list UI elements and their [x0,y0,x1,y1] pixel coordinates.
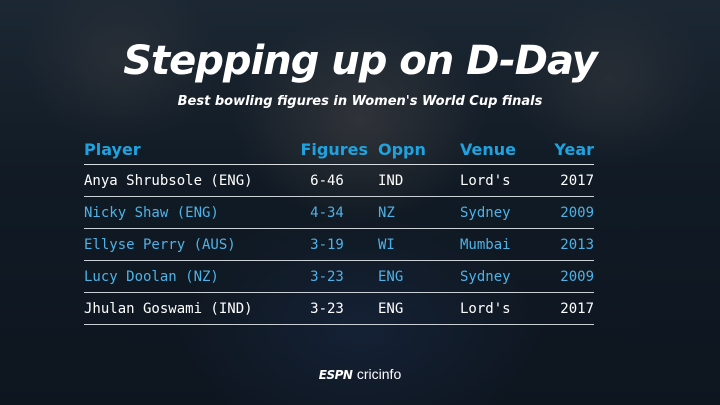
venue-cell: Sydney [460,260,548,293]
figures-cell: 3-23 [284,260,378,293]
column-header-player: Player [84,134,284,165]
table-row: Lucy Doolan (NZ) 3-23 ENG Sydney 2009 [84,260,594,293]
column-header-venue: Venue [460,134,548,165]
player-cell: Lucy Doolan (NZ) [84,260,284,293]
column-header-year: Year [548,134,594,165]
player-cell: Ellyse Perry (AUS) [84,228,284,261]
table-body: Anya Shrubsole (ENG) 6-46 IND Lord's 2017 Nic… [84,164,594,325]
oppn-cell: ENG [378,292,460,325]
player-cell: Nicky Shaw (ENG) [84,196,284,229]
table-header-row: Player Figures Oppn Venue Year [84,134,594,165]
year-cell: 2009 [548,260,594,293]
figures-cell: 3-19 [284,228,378,261]
oppn-cell: IND [378,164,460,197]
espncricinfo-logo: ESPN cricinfo [0,366,720,383]
cricinfo-wordmark: cricinfo [356,366,402,382]
table-row: Jhulan Goswami (IND) 3-23 ENG Lord's 2017 [84,292,594,325]
figures-cell: 4-34 [284,196,378,229]
figures-cell: 6-46 [284,164,378,197]
venue-cell: Sydney [460,196,548,229]
venue-cell: Lord's [460,164,548,197]
oppn-cell: ENG [378,260,460,293]
graphic-title: Stepping up on D-Day [123,38,598,84]
table-row: Ellyse Perry (AUS) 3-19 WI Mumbai 2013 [84,228,594,261]
venue-cell: Lord's [460,292,548,325]
column-header-oppn: Oppn [378,134,460,165]
column-header-figures: Figures [284,134,378,165]
player-cell: Anya Shrubsole (ENG) [84,164,284,197]
year-cell: 2013 [548,228,594,261]
figures-cell: 3-23 [284,292,378,325]
espn-wordmark: ESPN [318,368,353,382]
year-cell: 2009 [548,196,594,229]
venue-cell: Mumbai [460,228,548,261]
year-cell: 2017 [548,164,594,197]
table-row: Nicky Shaw (ENG) 4-34 NZ Sydney 2009 [84,196,594,229]
graphic-subtitle: Best bowling figures in Women's World Cu… [177,94,543,109]
table-row: Anya Shrubsole (ENG) 6-46 IND Lord's 2017 [84,164,594,197]
player-cell: Jhulan Goswami (IND) [84,292,284,325]
oppn-cell: WI [378,228,460,261]
oppn-cell: NZ [378,196,460,229]
year-cell: 2017 [548,292,594,325]
bowling-figures-table: Player Figures Oppn Venue Year Anya Shru… [84,134,594,325]
